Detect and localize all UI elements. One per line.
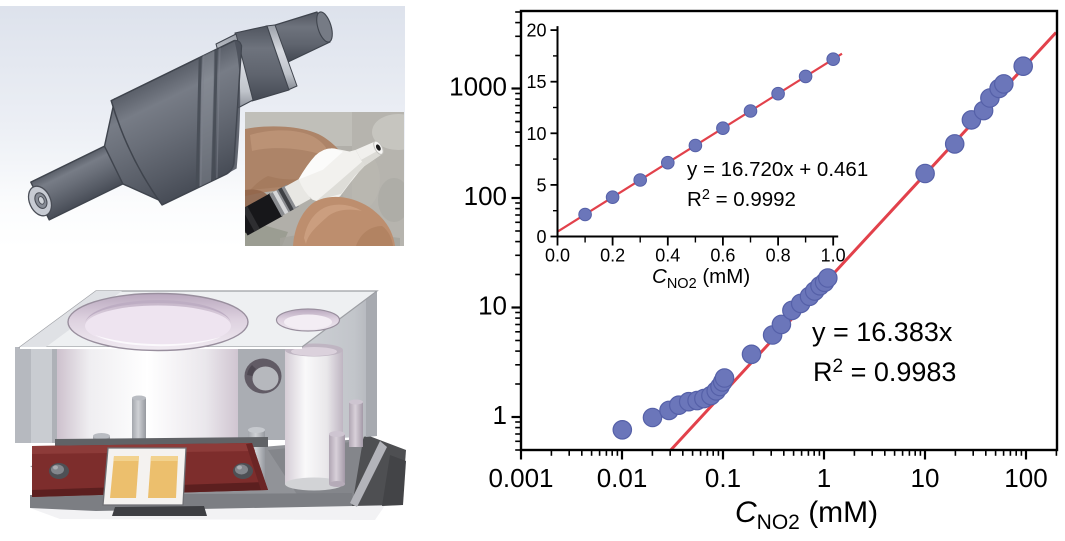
- svg-text:10: 10: [478, 291, 507, 321]
- svg-text:100: 100: [1004, 463, 1047, 493]
- svg-text:CNO2 (mM): CNO2 (mM): [735, 496, 878, 534]
- svg-text:0: 0: [536, 227, 546, 247]
- svg-text:1000: 1000: [449, 72, 507, 102]
- svg-text:1: 1: [493, 400, 507, 430]
- svg-text:15: 15: [526, 72, 546, 92]
- svg-text:20: 20: [526, 21, 546, 41]
- svg-text:100: 100: [464, 181, 507, 211]
- svg-text:R2 = 0.9992: R2 = 0.9992: [687, 187, 796, 211]
- svg-text:0.4: 0.4: [655, 246, 680, 266]
- svg-text:0.1: 0.1: [705, 463, 741, 493]
- svg-text:0.2: 0.2: [600, 246, 625, 266]
- svg-text:10: 10: [911, 463, 940, 493]
- svg-text:0.6: 0.6: [710, 246, 735, 266]
- svg-text:0.8: 0.8: [766, 246, 791, 266]
- svg-text:1: 1: [817, 463, 831, 493]
- svg-text:0.0: 0.0: [545, 246, 570, 266]
- svg-text:0.001: 0.001: [488, 463, 553, 493]
- svg-text:y = 16.383x: y = 16.383x: [812, 317, 953, 347]
- svg-text:10: 10: [526, 124, 546, 144]
- svg-text:CNO2 (mM): CNO2 (mM): [652, 265, 750, 292]
- svg-text:0.01: 0.01: [597, 463, 648, 493]
- svg-text:5: 5: [536, 175, 546, 195]
- svg-text:R2 = 0.9983: R2 = 0.9983: [813, 356, 956, 387]
- svg-text:y = 16.720x + 0.461: y = 16.720x + 0.461: [687, 158, 868, 181]
- svg-text:1.0: 1.0: [821, 246, 846, 266]
